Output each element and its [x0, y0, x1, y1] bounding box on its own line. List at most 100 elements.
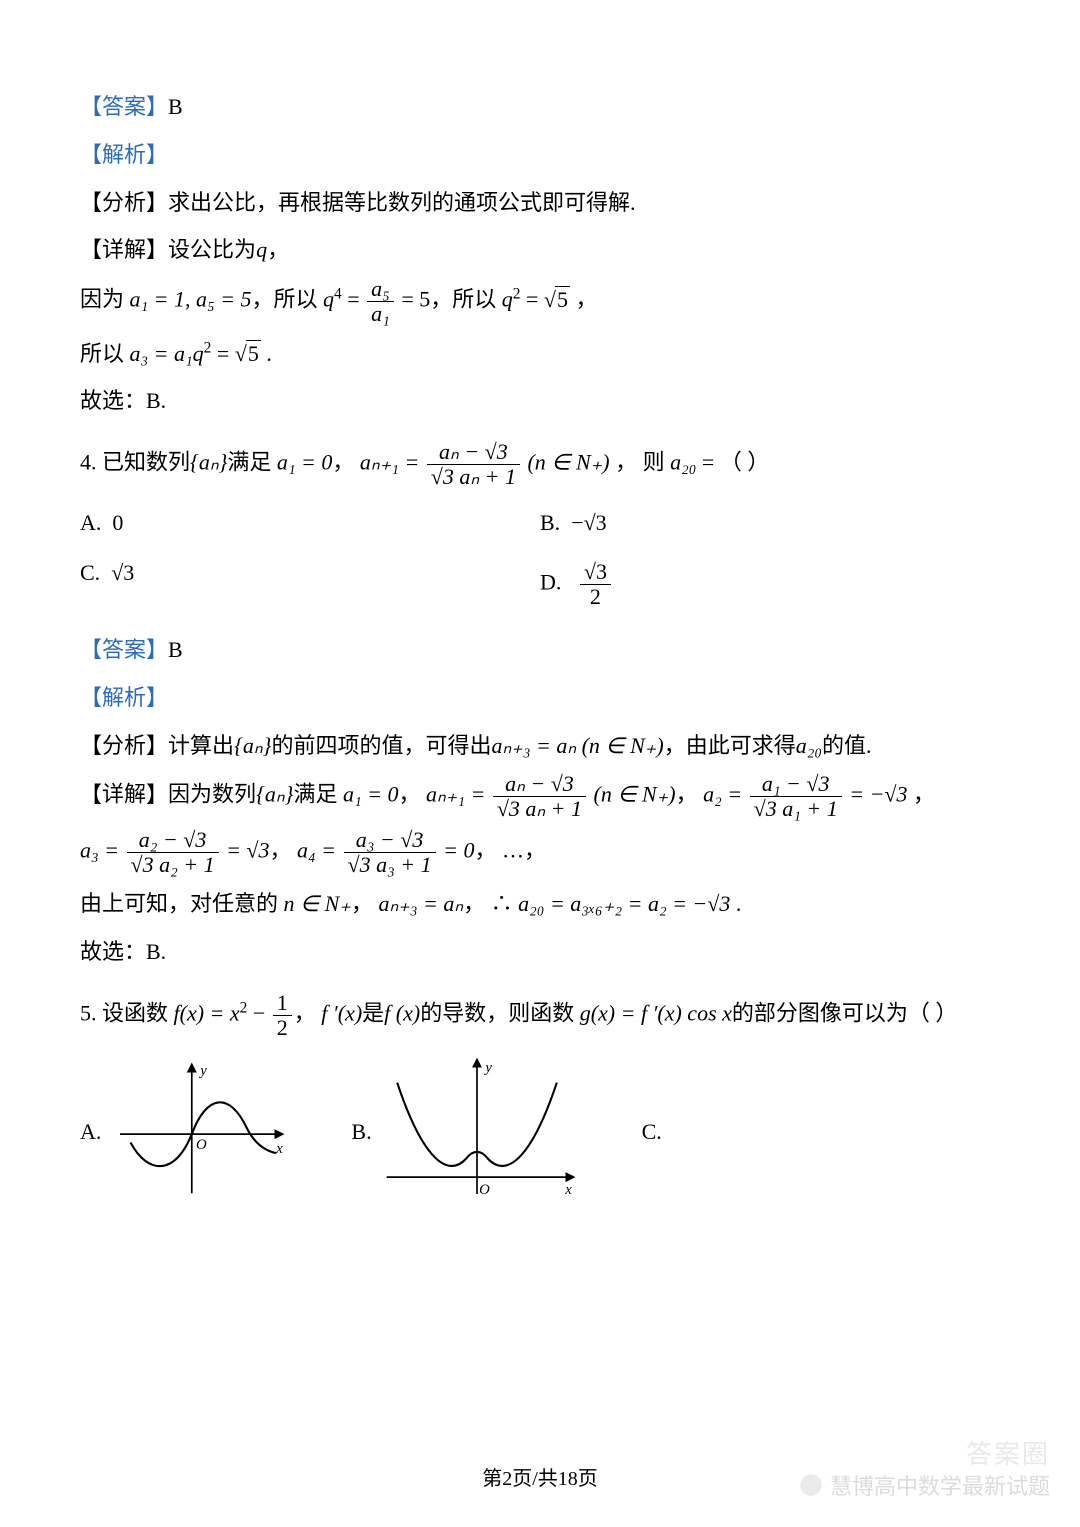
- detail-label: 详解: [80, 782, 168, 807]
- fx: f (x): [384, 1000, 420, 1025]
- frac-num: a₁ − √3: [750, 772, 842, 797]
- txt: 设函数: [102, 1000, 168, 1025]
- end: .: [261, 341, 272, 366]
- comma: ，: [398, 782, 426, 807]
- q4-sup: 4: [334, 285, 342, 302]
- frac-den: √3 a₂ + 1: [127, 853, 219, 877]
- answer-label: 答案: [80, 637, 168, 662]
- a2-lhs: a₂ =: [703, 782, 748, 807]
- seq: {aₙ}: [234, 733, 271, 758]
- comma: ，: [270, 837, 298, 862]
- analysis-4-summary: 由上可知，对任意的 n ∈ N₊， aₙ₊₃ = aₙ， ∴ a₂₀ = a₃ₓ…: [80, 883, 1000, 925]
- analysis-3-step1: 因为 a₁ = 1, a₅ = 5，所以 q4 = a₅ a₁ = 5，所以 q…: [80, 277, 1000, 326]
- comma: ，: [351, 891, 379, 916]
- q4-option-a: A. 0: [80, 510, 540, 536]
- page: 答案B 解析 分析求出公比，再根据等比数列的通项公式即可得解. 详解设公比为q，…: [0, 0, 1080, 1527]
- question-4: 4. 已知数列{aₙ}满足 a₁ = 0， aₙ₊₁ = aₙ − √3 √3 …: [80, 440, 1000, 489]
- frac-num: a₃ − √3: [344, 828, 436, 853]
- opt-b-label: B.: [351, 1119, 371, 1145]
- frac-den: 2: [273, 1016, 292, 1040]
- y-label: y: [483, 1060, 492, 1076]
- sqrt-arg: 5: [246, 340, 261, 366]
- page-current: 2: [502, 1468, 512, 1490]
- opt-c-label: C.: [642, 1119, 662, 1145]
- a1-eq: a₁ = 1, a₅ = 5: [130, 287, 252, 312]
- fenxi-label: 分析: [80, 190, 168, 215]
- txt: 是: [362, 1000, 384, 1025]
- dots: ， …，: [474, 837, 546, 862]
- analysis-4-detail-2: a₃ = a₂ − √3 √3 a₂ + 1 = √3， a₄ = a₃ − √…: [80, 828, 1000, 877]
- a1: a₁ = 0: [343, 782, 399, 807]
- analysis-3-fenxi: 分析求出公比，再根据等比数列的通项公式即可得解.: [80, 182, 1000, 224]
- q4-cond: (n ∈ N₊): [527, 450, 609, 475]
- f-frac: 1 2: [273, 991, 292, 1040]
- frac-den: a₁: [367, 302, 394, 326]
- q4-end: = （ ）: [696, 450, 769, 475]
- target: a₂₀: [796, 733, 822, 758]
- detail-intro: 设公比为: [168, 237, 256, 262]
- q4-option-d: D. √3 2: [540, 560, 1000, 609]
- rec-frac: aₙ − √3 √3 aₙ + 1: [493, 772, 586, 821]
- q4-option-b: B. −√3: [540, 510, 1000, 536]
- analysis-label: 解析: [80, 685, 168, 710]
- frac-num: a₂ − √3: [127, 828, 219, 853]
- txt: 计算出: [168, 733, 234, 758]
- a3-frac: a₂ − √3 √3 a₂ + 1: [127, 828, 219, 877]
- frac-den: √3 a₃ + 1: [344, 853, 436, 877]
- frac-num: √3: [580, 560, 611, 585]
- txt: ，由此可求得: [664, 733, 796, 758]
- fprime: f ′(x): [321, 1000, 362, 1025]
- frac-num: 1: [273, 991, 292, 1016]
- a3-lhs: a₃ = a₁q: [130, 341, 204, 366]
- comma: ，: [908, 782, 936, 807]
- fenxi-label: 分析: [80, 733, 168, 758]
- q4-result: = 5: [401, 287, 430, 312]
- q4-seq: {aₙ}: [190, 450, 227, 475]
- q4-stem-pre: 已知数列: [102, 450, 190, 475]
- frac-q4: a₅ a₁: [367, 277, 394, 326]
- eq: =: [342, 287, 365, 312]
- comma: ，: [676, 782, 704, 807]
- watermark-text: 慧博高中数学最新试题: [830, 1469, 1050, 1501]
- end: .: [730, 891, 741, 916]
- comma: ，: [294, 1000, 322, 1025]
- q2-eq: =: [520, 287, 543, 312]
- opt-c-value: √3: [111, 560, 134, 585]
- analysis-3-step2: 所以 a₃ = a₁q2 = 5 .: [80, 333, 1000, 375]
- comma: ，: [332, 450, 360, 475]
- q5-option-b: B. O x y: [351, 1052, 581, 1212]
- detail-label: 详解: [80, 237, 168, 262]
- q4-lhs: q: [323, 287, 334, 312]
- a4-lhs: a₄ =: [297, 837, 342, 862]
- txt: 因为数列: [168, 782, 256, 807]
- analysis-4-select: 故选：B.: [80, 931, 1000, 973]
- wechat-icon: [798, 1472, 824, 1498]
- n-in: n ∈ N₊: [284, 891, 351, 916]
- txt: 由上可知，对任意的: [80, 891, 278, 916]
- graph-a: O x y: [101, 1057, 291, 1207]
- so2: ，所以: [430, 287, 496, 312]
- analysis-4-detail-1: 详解因为数列{aₙ}满足 a₁ = 0， aₙ₊₁ = aₙ − √3 √3 a…: [80, 772, 1000, 821]
- origin-label: O: [479, 1182, 490, 1198]
- frac-den: √3 a₁ + 1: [750, 797, 842, 821]
- x-label: x: [564, 1182, 572, 1198]
- g-def: g(x) = f ′(x) cos x: [580, 1000, 732, 1025]
- answer-value: B: [168, 637, 183, 662]
- analysis-3-select: 故选：B.: [80, 380, 1000, 422]
- analysis-4-fenxi: 分析计算出{aₙ}的前四项的值，可得出aₙ₊₃ = aₙ (n ∈ N₊)，由此…: [80, 725, 1000, 767]
- frac-den: √3 aₙ + 1: [427, 465, 520, 489]
- end: 的值.: [822, 733, 872, 758]
- f-lhs: f(x) = x: [174, 1000, 240, 1025]
- q2-lhs: q: [502, 287, 513, 312]
- sqrt: 5: [544, 287, 570, 312]
- watermark: 慧博高中数学最新试题: [798, 1469, 1050, 1501]
- a2-res: = −√3: [849, 782, 907, 807]
- fenxi-text: 求出公比，再根据等比数列的通项公式即可得解.: [168, 190, 636, 215]
- graph-b: O x y: [372, 1052, 582, 1212]
- q4-target: a₂₀: [670, 450, 696, 475]
- q5-number: 5.: [80, 1000, 102, 1025]
- frac-num: aₙ − √3: [493, 772, 586, 797]
- q5-option-c: C.: [642, 1119, 662, 1145]
- cond: (n ∈ N₊): [594, 782, 676, 807]
- comma: ， ∴: [463, 891, 513, 916]
